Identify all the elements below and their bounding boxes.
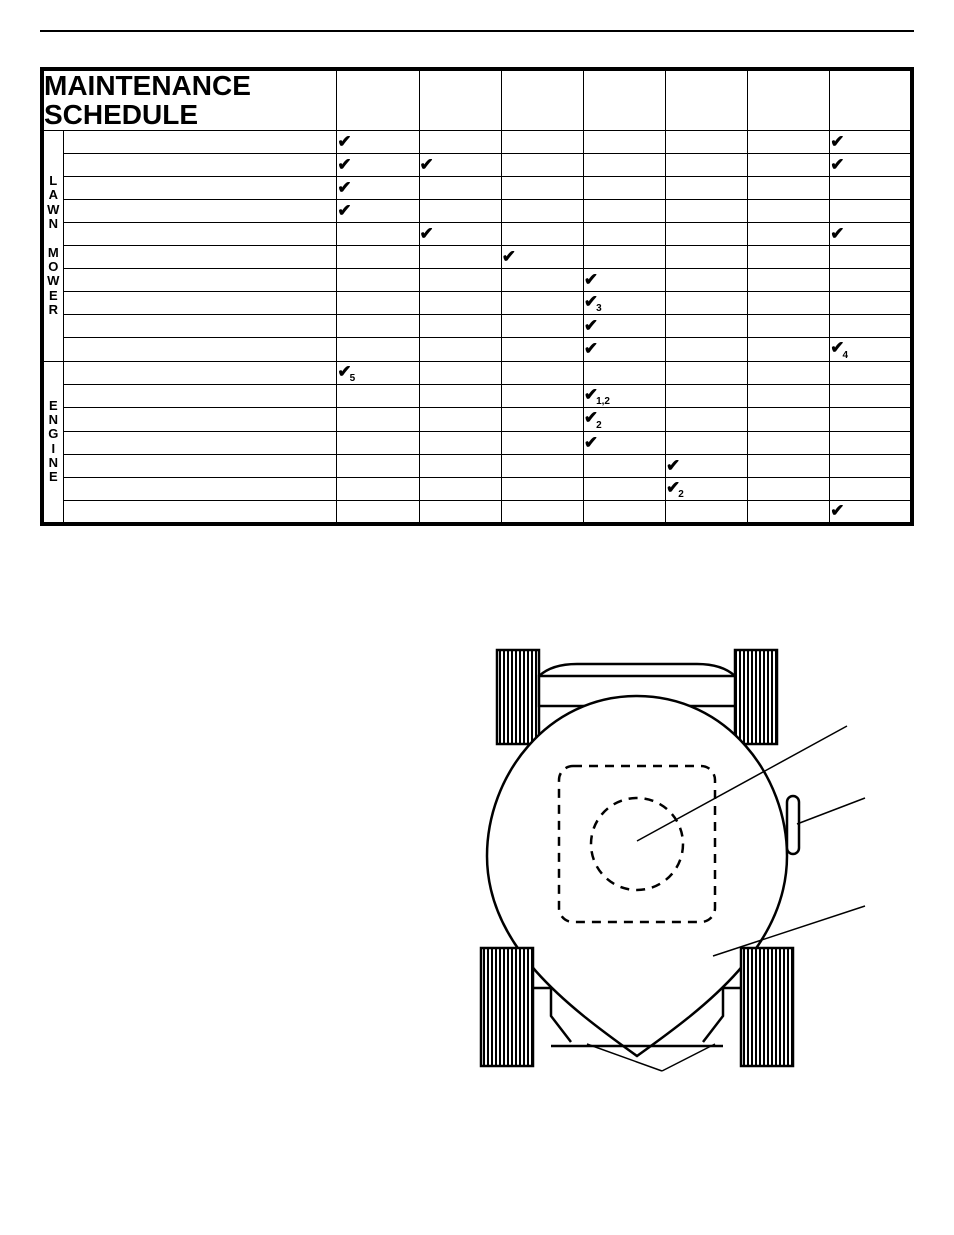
mower-diagram bbox=[40, 646, 914, 1081]
table-row: ✔2 bbox=[42, 408, 912, 431]
table-row: E N G I N E ✔5 bbox=[42, 361, 912, 384]
row-label bbox=[63, 130, 337, 153]
table-row: ✔ bbox=[42, 176, 912, 199]
col-head-1 bbox=[337, 69, 419, 130]
table-row: ✔ ✔ ✔ bbox=[42, 153, 912, 176]
mower-svg bbox=[467, 646, 867, 1076]
front-cowling bbox=[539, 664, 735, 676]
col-head-5 bbox=[665, 69, 747, 130]
table-row: ✔1,2 bbox=[42, 384, 912, 407]
table-title: MAINTENANCE SCHEDULE bbox=[42, 69, 337, 130]
table-row: ✔3 bbox=[42, 291, 912, 314]
col-head-2 bbox=[419, 69, 501, 130]
table-row: ✔ bbox=[42, 315, 912, 338]
callout-line-4b bbox=[662, 1044, 715, 1071]
front-right-wheel bbox=[735, 650, 777, 744]
cell: ✔ bbox=[337, 130, 419, 153]
callout-line-2 bbox=[797, 798, 865, 824]
rear-right-wheel bbox=[741, 948, 793, 1066]
maintenance-schedule-table: MAINTENANCE SCHEDULE L A W N M O W E R ✔… bbox=[40, 67, 914, 526]
table-row: ✔ bbox=[42, 431, 912, 454]
vert-label-lawnmower: L A W N M O W E R bbox=[42, 130, 63, 361]
title-line1: MAINTENANCE bbox=[44, 70, 251, 101]
table-row: L A W N M O W E R ✔ ✔ bbox=[42, 130, 912, 153]
col-head-6 bbox=[748, 69, 830, 130]
table-row: ✔ bbox=[42, 454, 912, 477]
table-row: ✔ bbox=[42, 501, 912, 524]
col-head-7 bbox=[830, 69, 912, 130]
table-row: ✔2 bbox=[42, 477, 912, 500]
top-divider bbox=[40, 30, 914, 32]
col-head-3 bbox=[501, 69, 583, 130]
table-row: ✔ ✔ bbox=[42, 222, 912, 245]
table-row: ✔ ✔4 bbox=[42, 338, 912, 361]
side-discharge-handle bbox=[787, 796, 799, 854]
table-row: ✔ bbox=[42, 245, 912, 268]
vert-label-engine: E N G I N E bbox=[42, 361, 63, 524]
rear-left-wheel bbox=[481, 948, 533, 1066]
title-line2: SCHEDULE bbox=[44, 99, 198, 130]
front-left-wheel bbox=[497, 650, 539, 744]
col-head-4 bbox=[583, 69, 665, 130]
table-row: ✔ bbox=[42, 199, 912, 222]
cell: ✔ bbox=[830, 130, 912, 153]
table-row: ✔ bbox=[42, 268, 912, 291]
